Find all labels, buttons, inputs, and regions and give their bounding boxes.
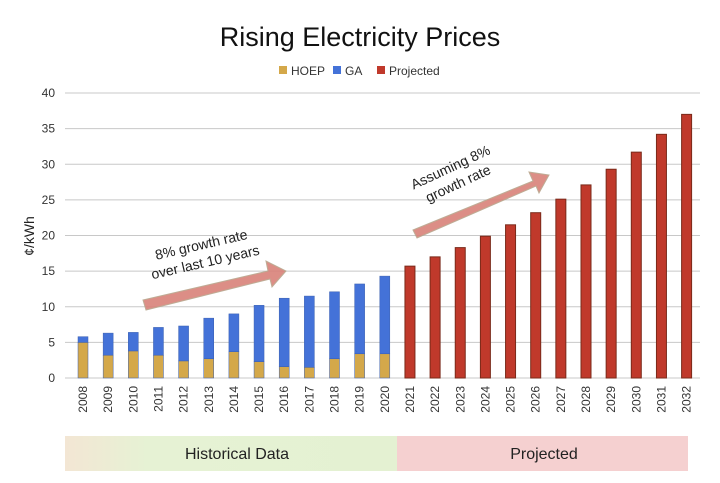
bar-ga-2018 bbox=[329, 291, 340, 360]
x-tick-label: 2012 bbox=[177, 386, 191, 413]
legend-swatch-projected bbox=[377, 66, 385, 74]
legend: HOEP GA Projected bbox=[279, 64, 440, 78]
x-tick-label: 2027 bbox=[554, 386, 568, 413]
bar-ga-2014 bbox=[228, 313, 240, 352]
legend-swatch-ga bbox=[333, 66, 341, 74]
bar-hoep-2011 bbox=[153, 354, 164, 379]
bar-projected-2029 bbox=[605, 168, 617, 379]
bar-ga-2013 bbox=[203, 317, 214, 360]
bar-ga-2008 bbox=[77, 336, 89, 343]
x-tick-label: 2008 bbox=[76, 386, 90, 413]
bar-ga-2020 bbox=[379, 275, 391, 355]
x-tick-label: 2020 bbox=[378, 386, 392, 413]
bar-hoep-2008 bbox=[77, 342, 89, 379]
bar-ga-2019 bbox=[354, 283, 365, 355]
x-tick-label: 2028 bbox=[579, 386, 593, 413]
bar-projected-2027 bbox=[555, 198, 567, 379]
bands: Historical Data Projected bbox=[65, 436, 688, 471]
bar-hoep-2013 bbox=[203, 358, 214, 379]
bar-projected-2030 bbox=[630, 151, 642, 379]
bar-projected-2021 bbox=[404, 265, 416, 379]
bar-projected-2024 bbox=[479, 235, 491, 379]
annotation-projected: Assuming 8% growth rate bbox=[408, 142, 550, 239]
bar-ga-2011 bbox=[153, 327, 164, 356]
x-tick-label: 2016 bbox=[277, 386, 291, 413]
legend-label-hoep: HOEP bbox=[291, 64, 325, 78]
bar-hoep-2017 bbox=[304, 367, 315, 379]
chart-title: Rising Electricity Prices bbox=[220, 22, 501, 52]
bar-hoep-2019 bbox=[354, 353, 365, 379]
bar-hoep-2010 bbox=[128, 350, 139, 379]
annotation-historical: 8% growth rate over last 10 years bbox=[142, 226, 287, 311]
y-tick-label: 5 bbox=[48, 335, 55, 349]
bar-hoep-2015 bbox=[253, 361, 265, 379]
bar-ga-2016 bbox=[278, 297, 290, 367]
y-axis-label: ¢/kWh bbox=[21, 216, 37, 256]
bar-projected-2028 bbox=[580, 184, 592, 379]
legend-swatch-hoep bbox=[279, 66, 287, 74]
x-tick-label: 2031 bbox=[654, 386, 668, 413]
band-projected-label: Projected bbox=[510, 446, 578, 463]
x-tick-label: 2009 bbox=[101, 386, 115, 413]
bar-ga-2009 bbox=[102, 332, 114, 356]
y-tick-label: 40 bbox=[42, 86, 56, 100]
x-tick-label: 2030 bbox=[629, 386, 643, 413]
bar-ga-2015 bbox=[253, 305, 265, 362]
legend-label-ga: GA bbox=[345, 64, 362, 78]
x-tick-labels: 2008 2009 2010 2011 2012 2013 2014 2015 2016 2017… bbox=[76, 386, 694, 413]
x-tick-label: 2018 bbox=[328, 386, 342, 413]
legend-label-projected: Projected bbox=[389, 64, 440, 78]
band-historical-label: Historical Data bbox=[185, 446, 289, 463]
gridlines bbox=[65, 92, 700, 379]
bar-projected-2031 bbox=[655, 133, 667, 379]
x-tick-label: 2014 bbox=[227, 386, 241, 413]
x-tick-label: 2011 bbox=[151, 386, 165, 412]
x-tick-label: 2022 bbox=[428, 386, 442, 413]
bar-ga-2010 bbox=[128, 332, 139, 352]
band-historical bbox=[65, 436, 397, 471]
x-tick-label: 2032 bbox=[680, 386, 694, 413]
y-tick-labels: 0 5 10 15 20 25 30 35 40 bbox=[42, 86, 56, 385]
y-tick-label: 15 bbox=[42, 264, 56, 278]
band-projected bbox=[397, 436, 688, 471]
bar-projected-2023 bbox=[454, 247, 466, 379]
x-tick-label: 2023 bbox=[453, 386, 467, 413]
arrow-historical bbox=[142, 260, 287, 311]
bar-hoep-2014 bbox=[228, 351, 240, 379]
bar-projected-2022 bbox=[429, 256, 441, 379]
bar-projected-2026 bbox=[530, 212, 542, 379]
x-tick-label: 2026 bbox=[529, 386, 543, 413]
bar-projected-2032 bbox=[681, 113, 693, 379]
y-tick-label: 10 bbox=[42, 300, 56, 314]
x-tick-label: 2029 bbox=[604, 386, 618, 413]
bar-hoep-2020 bbox=[379, 353, 391, 379]
x-tick-label: 2019 bbox=[353, 386, 367, 413]
bars bbox=[77, 113, 693, 379]
y-tick-label: 20 bbox=[42, 229, 56, 243]
y-tick-label: 30 bbox=[42, 157, 56, 171]
x-tick-label: 2010 bbox=[126, 386, 140, 413]
x-tick-label: 2021 bbox=[403, 386, 417, 413]
bar-hoep-2012 bbox=[178, 360, 189, 379]
bar-hoep-2018 bbox=[329, 358, 340, 379]
x-tick-label: 2024 bbox=[478, 386, 492, 413]
bar-projected-2025 bbox=[505, 224, 517, 379]
x-tick-label: 2017 bbox=[302, 386, 316, 413]
y-tick-label: 35 bbox=[42, 122, 56, 136]
x-tick-label: 2015 bbox=[252, 386, 266, 413]
bar-hoep-2009 bbox=[102, 354, 114, 379]
bar-ga-2017 bbox=[304, 295, 315, 368]
bar-hoep-2016 bbox=[278, 366, 290, 379]
bar-ga-2012 bbox=[178, 325, 189, 362]
y-tick-label: 0 bbox=[48, 371, 55, 385]
arrow-projected bbox=[412, 171, 550, 239]
x-tick-label: 2013 bbox=[202, 386, 216, 413]
y-tick-label: 25 bbox=[42, 193, 56, 207]
x-tick-label: 2025 bbox=[504, 386, 518, 413]
